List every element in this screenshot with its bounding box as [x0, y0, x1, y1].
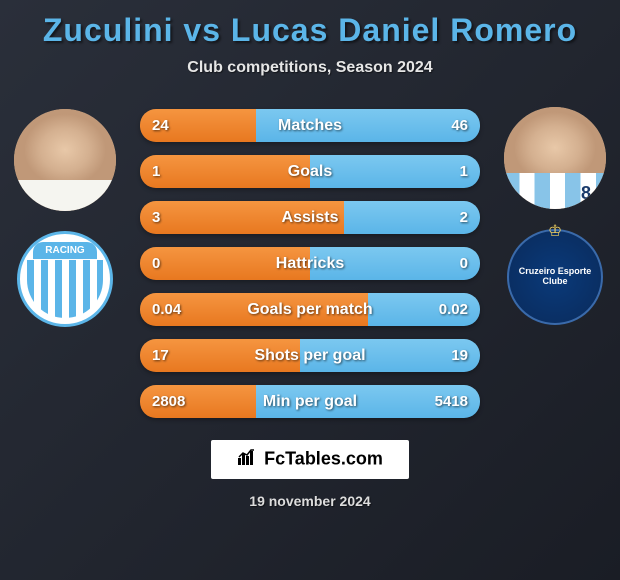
stat-left-value: 3: [152, 209, 160, 226]
right-player-avatar: 8: [504, 107, 606, 209]
page-title: Zuculini vs Lucas Daniel Romero: [0, 12, 620, 49]
left-club-badge: RACING: [17, 231, 113, 327]
stat-row: 24 Matches 46: [140, 109, 480, 142]
stat-right-value: 0.02: [439, 301, 468, 318]
stat-label: Matches: [278, 117, 342, 135]
stat-left-value: 1: [152, 163, 160, 180]
right-club-name: Cruzeiro Esporte Clube: [509, 267, 601, 287]
right-club-badge: ♔ Cruzeiro Esporte Clube: [507, 229, 603, 325]
right-player-shirt-number: 8: [581, 183, 591, 204]
stat-right-value: 5418: [435, 393, 468, 410]
page-subtitle: Club competitions, Season 2024: [0, 59, 620, 77]
stat-right-value: 1: [460, 163, 468, 180]
stat-label: Assists: [282, 209, 339, 227]
date-label: 19 november 2024: [0, 493, 620, 509]
stat-left-value: 0.04: [152, 301, 181, 318]
stat-left-value: 17: [152, 347, 169, 364]
stats-table: 24 Matches 46 1 Goals 1 3 Assists 2 0 Ha…: [140, 109, 480, 418]
stat-label: Goals per match: [247, 301, 372, 319]
stat-label: Goals: [288, 163, 332, 181]
stat-right-value: 2: [460, 209, 468, 226]
left-player-column: RACING: [10, 109, 120, 327]
stat-row: 1 Goals 1: [140, 155, 480, 188]
stat-label: Min per goal: [263, 393, 357, 411]
stat-right-value: 46: [451, 117, 468, 134]
stat-row: 0.04 Goals per match 0.02: [140, 293, 480, 326]
stat-row: 2808 Min per goal 5418: [140, 385, 480, 418]
stat-label: Shots per goal: [254, 347, 365, 365]
left-club-name: RACING: [33, 242, 96, 259]
crown-icon: ♔: [548, 221, 562, 241]
brand-badge: FcTables.com: [211, 440, 409, 479]
brand-label: FcTables.com: [264, 448, 383, 468]
stat-row: 3 Assists 2: [140, 201, 480, 234]
chart-icon: [237, 448, 257, 471]
stat-left-value: 0: [152, 255, 160, 272]
right-player-column: 8 ♔ Cruzeiro Esporte Clube: [500, 107, 610, 325]
stat-left-value: 2808: [152, 393, 185, 410]
stat-row: 17 Shots per goal 19: [140, 339, 480, 372]
stat-right-value: 0: [460, 255, 468, 272]
left-player-avatar: [14, 109, 116, 211]
stat-right-value: 19: [451, 347, 468, 364]
stat-label: Hattricks: [276, 255, 344, 273]
stat-row: 0 Hattricks 0: [140, 247, 480, 280]
stat-left-value: 24: [152, 117, 169, 134]
